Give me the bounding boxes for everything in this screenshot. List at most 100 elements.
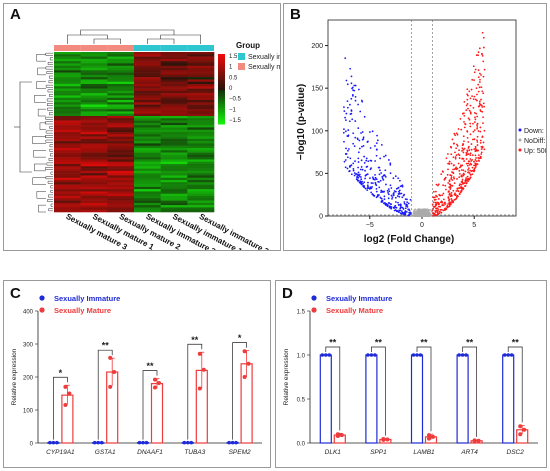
volcano-point	[350, 110, 353, 112]
significance-mark: **	[420, 338, 428, 348]
volcano-point	[450, 174, 453, 177]
heatmap-cell	[107, 65, 135, 69]
heatmap-cell	[54, 180, 81, 183]
volcano-point	[363, 181, 366, 184]
bar-immature	[502, 354, 515, 444]
volcano-point	[346, 156, 349, 159]
heatmap-cell	[107, 106, 135, 110]
volcano-point	[466, 136, 469, 139]
volcano-point	[357, 151, 360, 154]
heatmap-cell	[187, 175, 215, 179]
volcano-point	[349, 67, 352, 70]
volcano-point	[436, 212, 439, 215]
heatmap-cell	[54, 209, 81, 213]
dendrogram-branch	[45, 84, 53, 88]
scale-swatch	[218, 114, 225, 117]
volcano-point	[403, 212, 406, 215]
row-dendrogram	[14, 52, 53, 213]
volcano-point	[357, 174, 360, 177]
heatmap-cell	[160, 118, 188, 121]
heatmap-cell	[54, 86, 81, 89]
heatmap-cell	[187, 95, 215, 99]
heatmap-cell	[134, 200, 161, 204]
point-immature	[369, 353, 374, 357]
heatmap-cell	[107, 138, 135, 142]
volcano-point	[391, 198, 393, 200]
volcano-point	[450, 192, 453, 194]
volcano-point	[354, 136, 357, 139]
volcano-point	[469, 133, 472, 136]
volcano-point	[386, 189, 389, 192]
volcano-point	[345, 147, 347, 150]
point-mature	[63, 403, 68, 408]
volcano-point	[461, 147, 464, 150]
volcano-point	[440, 208, 443, 211]
scale-swatch	[218, 86, 225, 89]
volcano-point	[423, 212, 426, 215]
heatmap-cell	[160, 148, 188, 151]
heatmap-cell	[187, 68, 215, 71]
scale-swatch	[218, 122, 225, 125]
group-annotation-bar	[54, 45, 214, 51]
heatmap-cell	[54, 52, 81, 55]
heatmap-cell	[134, 61, 161, 64]
point-mature	[339, 433, 344, 438]
heatmap-cell	[107, 159, 135, 163]
volcano-point	[366, 184, 369, 187]
volcano-point	[369, 187, 372, 189]
volcano-point	[398, 193, 401, 195]
volcano-point	[370, 182, 373, 184]
volcano-point	[428, 213, 431, 216]
volcano-point	[453, 132, 456, 135]
volcano-point	[370, 191, 373, 194]
volcano-point	[374, 176, 377, 179]
volcano-point	[404, 207, 407, 210]
dendrogram-branch	[147, 38, 175, 44]
dendrogram-branch	[49, 144, 53, 148]
category-label: DNAAF1	[137, 449, 163, 456]
heatmap-cell	[134, 120, 161, 124]
volcano-point	[403, 202, 406, 205]
point-immature	[189, 440, 194, 445]
volcano-point	[478, 160, 481, 162]
volcano-point	[479, 141, 482, 144]
heatmap-cell	[160, 193, 188, 197]
heatmap-cell	[187, 209, 215, 213]
point-mature	[522, 427, 527, 432]
heatmap-cell	[134, 125, 161, 128]
point-immature	[48, 440, 52, 445]
heatmap-cell	[80, 202, 108, 206]
dendrogram-branch	[45, 167, 53, 170]
heatmap-cell	[54, 200, 81, 204]
volcano-point	[349, 103, 351, 106]
heatmap-cell	[187, 63, 215, 67]
heatmap-cell	[187, 129, 215, 133]
volcano-point	[474, 118, 477, 121]
volcano-point	[358, 147, 361, 150]
heatmap-cell	[54, 164, 81, 167]
significance-mark: **	[375, 338, 383, 348]
heatmap-cell	[160, 138, 188, 142]
heatmap-cell	[80, 104, 108, 108]
volcano-point	[375, 178, 378, 181]
heatmap-cell	[134, 184, 161, 188]
heatmap-cell	[80, 148, 108, 151]
heatmap-cell	[80, 132, 108, 135]
heatmap-cell	[80, 175, 108, 179]
volcano-point	[381, 177, 384, 180]
heatmap-cell	[187, 150, 215, 153]
volcano-point	[463, 182, 466, 184]
volcano-point	[364, 177, 366, 180]
y-tick-label: 1.0	[297, 354, 306, 360]
volcano-point	[344, 166, 347, 169]
volcano-point	[356, 175, 359, 178]
heatmap-cell	[80, 200, 108, 204]
volcano-point	[345, 112, 348, 115]
heatmap-cell	[134, 118, 161, 121]
volcano-point	[349, 157, 352, 160]
heatmap-cell	[160, 161, 188, 165]
heatmap-cell	[187, 58, 215, 62]
volcano-point	[452, 189, 455, 192]
dendrogram-branch	[36, 81, 46, 89]
heatmap-cell	[187, 54, 215, 57]
